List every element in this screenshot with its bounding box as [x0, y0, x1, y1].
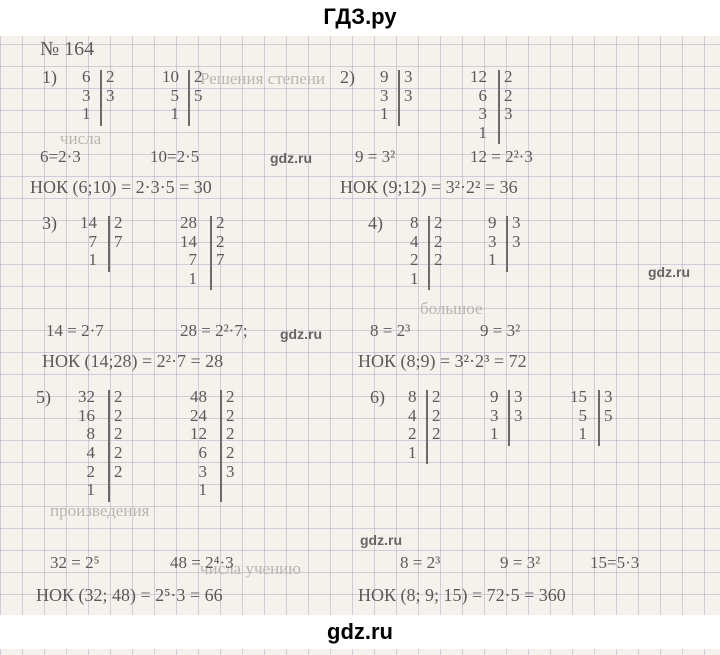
p2-factor-a-right: 3 3 — [404, 68, 413, 105]
p2-label: 2) — [340, 68, 355, 88]
p2-factor-b-right: 2 2 3 — [504, 68, 513, 124]
watermark-top: ГДЗ.ру — [0, 4, 720, 30]
p6-vline-c — [598, 390, 600, 446]
p5-eq-a: 32 = 2⁵ — [50, 554, 100, 573]
p5-factor-b-left: 48 24 12 6 3 1 — [190, 388, 207, 500]
p5-nok: НОК (32; 48) = 2⁵·3 = 66 — [36, 586, 223, 606]
p4-eq-a: 8 = 2³ — [370, 322, 410, 341]
ghost-text-1: Решения степени — [200, 70, 325, 89]
p3-factor-a-left: 14 7 1 — [80, 214, 97, 270]
p2-eq-b: 12 = 2²·3 — [470, 148, 533, 167]
watermark-mid-2: gdz.ru — [648, 264, 690, 280]
p2-factor-a-left: 9 3 1 — [380, 68, 389, 124]
p5-factor-b-right: 2 2 2 2 3 — [226, 388, 235, 481]
p1-eq-a: 6=2·3 — [40, 148, 81, 167]
p3-factor-b-right: 2 2 7 — [216, 214, 225, 270]
p3-factor-b-left: 28 14 7 1 — [180, 214, 197, 289]
p6-eq-b: 9 = 3² — [500, 554, 540, 573]
problem-number: № 164 — [40, 38, 94, 60]
p2-vline-a — [398, 70, 400, 126]
p6-factor-b-right: 3 3 — [514, 388, 523, 425]
p4-nok: НОК (8;9) = 3²·2³ = 72 — [358, 352, 527, 372]
p4-factor-a-right: 2 2 2 — [434, 214, 443, 270]
p5-factor-a-left: 32 16 8 4 2 1 — [78, 388, 95, 500]
p4-factor-b-right: 3 3 — [512, 214, 521, 251]
p4-label: 4) — [368, 214, 383, 234]
p6-nok: НОК (8; 9; 15) = 72·5 = 360 — [358, 586, 566, 606]
p4-eq-b: 9 = 3² — [480, 322, 520, 341]
p6-factor-a-right: 2 2 2 — [432, 388, 441, 444]
ghost-text-3: большое — [420, 300, 483, 319]
p1-factor-a-right: 2 3 — [106, 68, 115, 105]
p2-eq-a: 9 = 3² — [355, 148, 395, 167]
p1-vline-a — [100, 70, 102, 126]
p4-vline-b — [506, 216, 508, 272]
p3-nok: НОК (14;28) = 2²·7 = 28 — [42, 352, 223, 372]
p4-factor-b-left: 9 3 1 — [488, 214, 497, 270]
p2-vline-b — [498, 70, 500, 144]
p3-factor-a-right: 2 7 — [114, 214, 123, 251]
p6-eq-a: 8 = 2³ — [400, 554, 440, 573]
p5-label: 5) — [36, 388, 51, 408]
p6-label: 6) — [370, 388, 385, 408]
p6-factor-a-left: 8 4 2 1 — [408, 388, 417, 463]
p6-eq-c: 15=5·3 — [590, 554, 639, 573]
ghost-text-4: произведения — [50, 502, 149, 521]
p3-vline-b — [210, 216, 212, 290]
p2-factor-b-left: 12 6 3 1 — [470, 68, 487, 143]
p5-eq-b: 48 = 2⁴·3 — [170, 554, 234, 573]
p3-label: 3) — [42, 214, 57, 234]
p1-nok: НОК (6;10) = 2·3·5 = 30 — [30, 178, 212, 198]
p5-vline-a — [108, 390, 110, 502]
p1-factor-b-left: 10 5 1 — [162, 68, 179, 124]
p6-vline-a — [426, 390, 428, 464]
watermark-bottom: gdz.ru — [0, 615, 720, 649]
p1-eq-b: 10=2·5 — [150, 148, 199, 167]
p1-label: 1) — [42, 68, 57, 88]
p3-eq-a: 14 = 2·7 — [46, 322, 104, 341]
watermark-mid-4: gdz.ru — [360, 532, 402, 548]
p6-factor-c-right: 3 5 — [604, 388, 613, 425]
p1-factor-b-right: 2 5 — [194, 68, 203, 105]
p2-nok: НОК (9;12) = 3²·2² = 36 — [340, 178, 518, 198]
p1-vline-b — [188, 70, 190, 126]
p5-vline-b — [220, 390, 222, 502]
p3-vline-a — [108, 216, 110, 272]
p5-factor-a-right: 2 2 2 2 2 — [114, 388, 123, 481]
ghost-text-2: числа — [60, 130, 101, 149]
p6-factor-b-left: 9 3 1 — [490, 388, 499, 444]
p6-factor-c-left: 15 5 1 — [570, 388, 587, 444]
p4-vline-a — [428, 216, 430, 290]
watermark-mid-3: gdz.ru — [280, 326, 322, 342]
watermark-mid-1: gdz.ru — [270, 150, 312, 166]
p1-factor-a-left: 6 3 1 — [82, 68, 91, 124]
p4-factor-a-left: 8 4 2 1 — [410, 214, 419, 289]
p6-vline-b — [508, 390, 510, 446]
p3-eq-b: 28 = 2²·7; — [180, 322, 248, 341]
